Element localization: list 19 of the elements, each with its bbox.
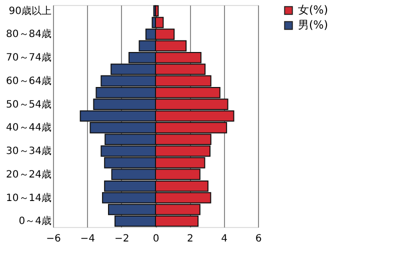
x-tick-label: −2 (114, 234, 130, 244)
y-tick-label: 60～64歳 (6, 74, 52, 87)
y-tick-label: 70～74歳 (6, 52, 52, 64)
y-tick-label: 10～14歳 (6, 192, 52, 204)
y-tick-label: 90歳以上 (8, 4, 52, 17)
y-tick-label: 20～24歳 (6, 168, 52, 180)
y-tick-label: 40～44歳 (6, 122, 52, 134)
x-tick-label: −4 (80, 234, 96, 244)
y-tick-label: 30～34歳 (6, 145, 52, 158)
x-tick-label: 6 (255, 234, 262, 244)
y-tick-label: 80～84歳 (6, 28, 52, 40)
legend-label: 男(%) (298, 18, 328, 32)
x-tick-label: −6 (46, 234, 61, 244)
x-tick-label: 2 (186, 234, 194, 244)
y-tick-label: 0～4歳 (18, 215, 52, 228)
y-tick-label: 50～54歳 (6, 98, 52, 110)
legend-label: 女(%) (298, 4, 328, 16)
x-tick-label: 0 (152, 234, 160, 244)
x-tick-label: 4 (221, 234, 228, 244)
